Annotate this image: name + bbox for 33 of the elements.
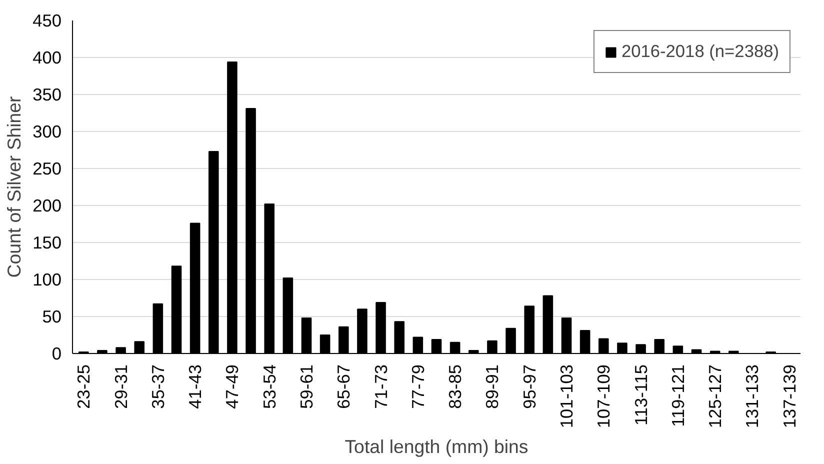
- y-tick-label: 450: [32, 10, 62, 30]
- y-tick-label: 100: [32, 270, 62, 290]
- y-tick-label: 50: [42, 306, 62, 326]
- x-tick-label: 47-49: [222, 364, 242, 409]
- x-tick-label: 125-127: [705, 364, 726, 428]
- x-tick-label: 89-91: [482, 364, 502, 409]
- x-tick-label: 83-85: [445, 364, 466, 409]
- y-tick-label: 300: [32, 122, 62, 142]
- x-tick-label: 35-37: [148, 364, 168, 409]
- x-tick-label: 41-43: [185, 364, 206, 409]
- x-tick-label: 101-103: [556, 364, 576, 428]
- x-axis-title: Total length (mm) bins: [344, 436, 528, 458]
- x-tick-label: 119-121: [668, 364, 688, 427]
- y-tick-label: 0: [52, 344, 62, 364]
- x-tick-label: 65-67: [334, 364, 354, 409]
- x-tick-label: 53-54: [259, 364, 280, 409]
- x-tick-label: 77-79: [408, 364, 428, 409]
- x-tick-label: 95-97: [519, 364, 540, 409]
- y-tick-label: 250: [32, 158, 62, 178]
- x-tick-label: 113-115: [630, 364, 651, 426]
- y-tick-label: 350: [32, 84, 62, 104]
- x-tick-label: 71-73: [370, 364, 391, 409]
- x-tick-label: 131-133: [742, 364, 762, 428]
- x-tick-label: 137-139: [779, 364, 800, 428]
- y-tick-label: 400: [32, 48, 62, 68]
- x-tick-label: 23-25: [74, 364, 94, 409]
- x-tick-label: 59-61: [296, 364, 316, 409]
- legend-label: 2016-2018 (n=2388): [621, 41, 779, 62]
- y-axis-title: Count of Silver Shiner: [4, 96, 25, 278]
- y-tick-label: 150: [32, 232, 62, 252]
- y-tick-label: 200: [32, 196, 62, 216]
- x-tick-label: 29-31: [110, 364, 131, 409]
- x-tick-label: 107-109: [594, 364, 614, 428]
